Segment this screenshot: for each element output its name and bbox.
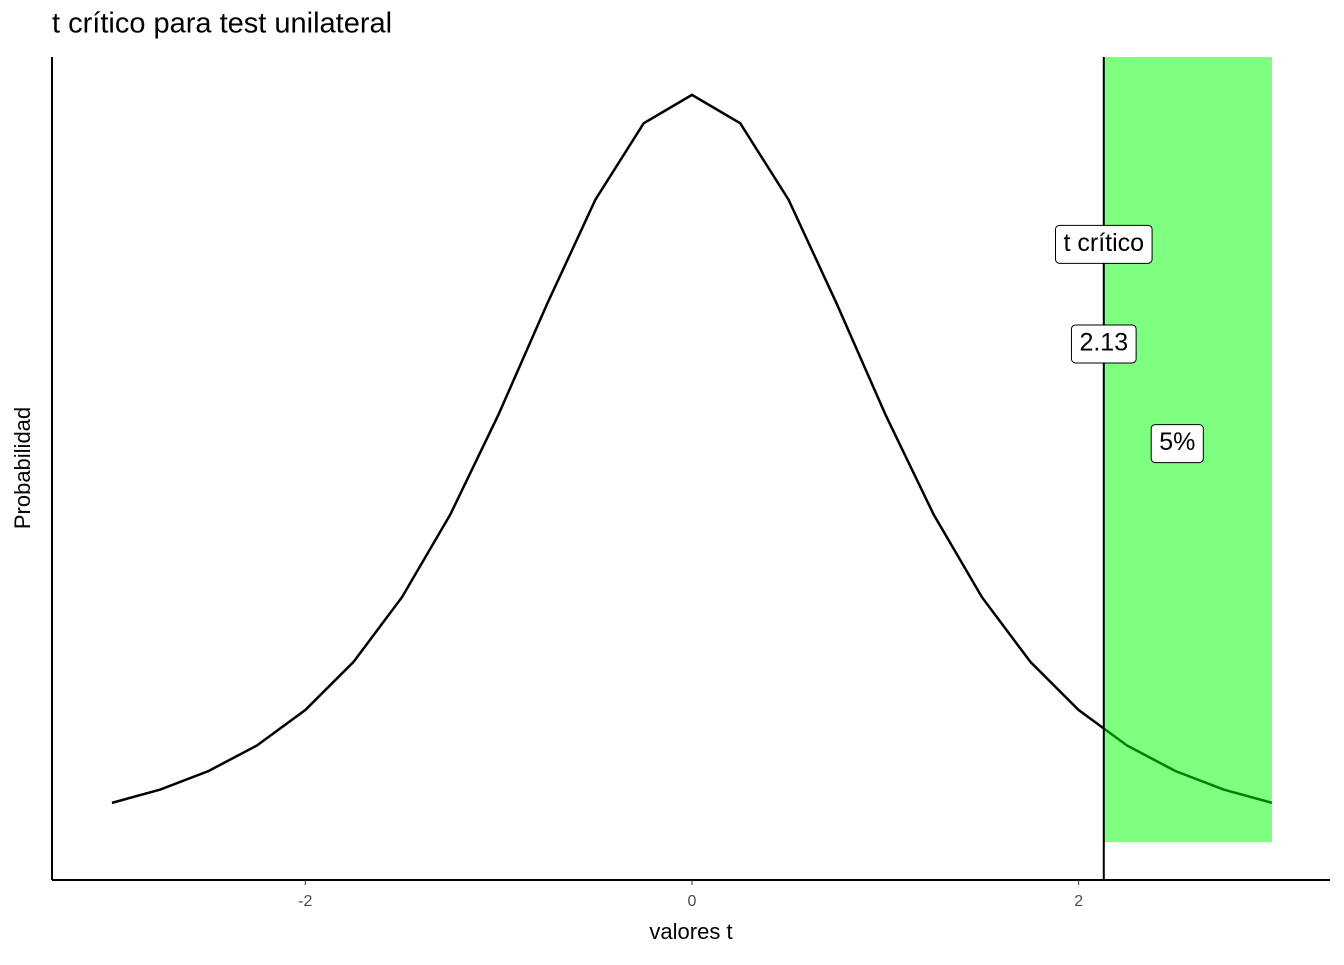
annotation-box [1150, 424, 1204, 464]
x-tick-label: -2 [298, 893, 312, 910]
annotation-label: 2.13 [1079, 329, 1128, 357]
density-curve [111, 93, 1273, 805]
y-axis-title: Probabilidad [10, 407, 35, 529]
annotation-box [1070, 324, 1137, 364]
chart-title: t crítico para test unilateral [52, 8, 392, 40]
annotation-box [1054, 224, 1153, 264]
x-tick-label: 0 [688, 893, 697, 910]
x-tick-label: 2 [1074, 893, 1083, 910]
annotation-label: 5% [1159, 428, 1195, 456]
x-axis-title: valores t [649, 919, 732, 944]
annotation-label: t crítico [1063, 229, 1144, 257]
